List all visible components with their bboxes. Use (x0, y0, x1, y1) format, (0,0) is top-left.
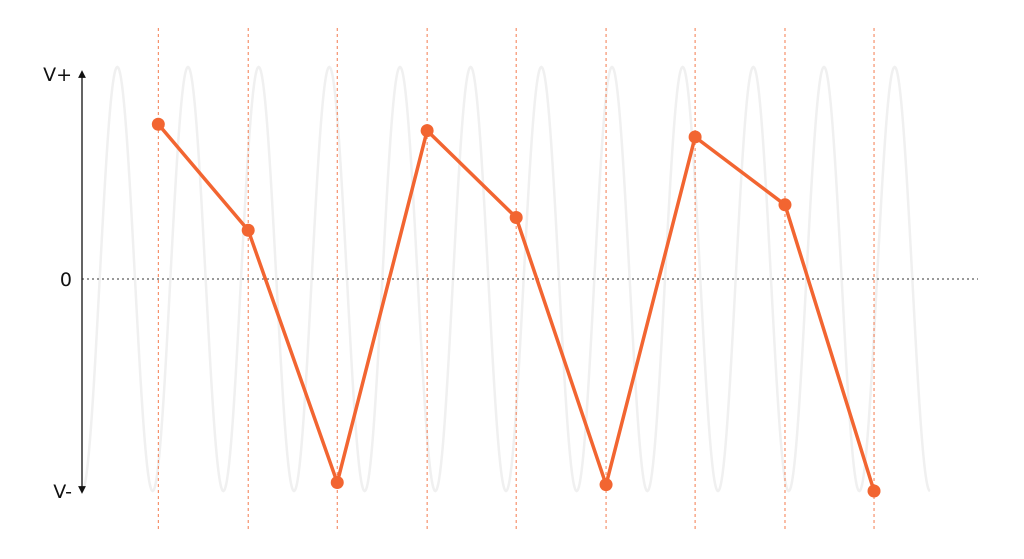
sample-point (778, 198, 792, 212)
sample-point (420, 124, 434, 138)
sample-point (867, 484, 881, 498)
sample-point (151, 117, 165, 131)
sampled-series (151, 117, 881, 498)
sample-point (509, 211, 523, 225)
underlying-signal (81, 65, 931, 493)
y-tick-label-zero: 0 (60, 269, 72, 291)
sample-point (241, 223, 255, 237)
sample-point (688, 130, 702, 144)
sine-wave (81, 65, 931, 493)
y-tick-label-top: V+ (43, 64, 72, 86)
sample-point (599, 478, 613, 492)
sample-point (330, 476, 344, 490)
y-tick-label-bottom: V- (53, 481, 72, 503)
